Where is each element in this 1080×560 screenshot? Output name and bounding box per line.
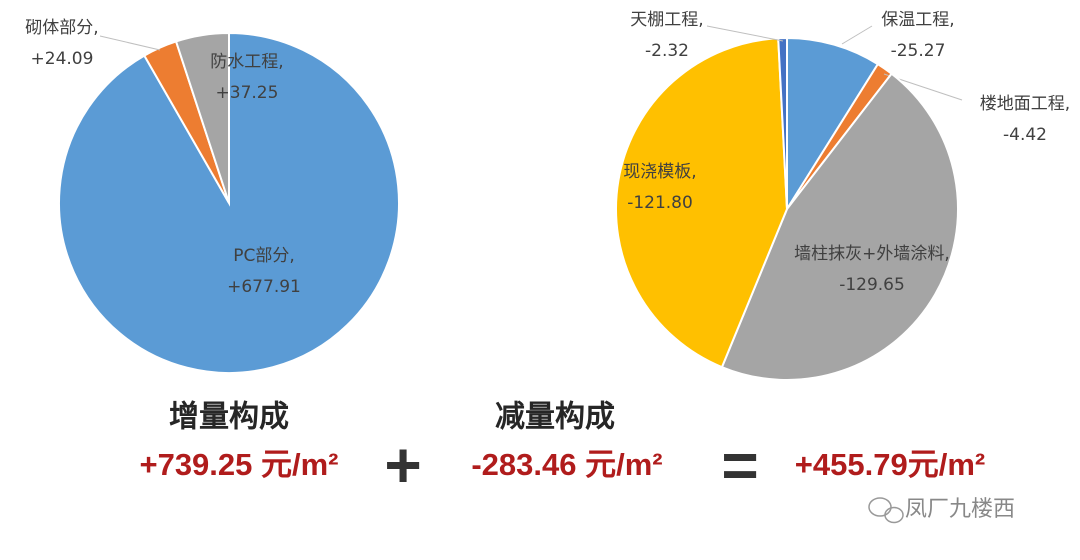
slice-category: 墙柱抹灰+外墙涂料, bbox=[794, 244, 950, 264]
increase-value: +739.25 元/m² bbox=[139, 447, 338, 482]
equals-sign: = bbox=[721, 429, 758, 501]
slice-category: 现浇模板, bbox=[623, 162, 696, 182]
slice-value-label: +24.09 bbox=[31, 49, 94, 69]
slice-value-label: -129.65 bbox=[839, 275, 905, 295]
watermark: 凤厂九楼西 bbox=[905, 497, 1015, 522]
slice-value-label: -4.42 bbox=[1003, 125, 1047, 145]
pie-slice bbox=[786, 36, 880, 213]
pie-slice bbox=[720, 72, 959, 381]
slice-category: 天棚工程, bbox=[630, 10, 703, 30]
slice-value-label: +37.25 bbox=[216, 83, 279, 103]
slice-category: 防水工程, bbox=[210, 52, 283, 72]
increase-title: 增量构成 bbox=[169, 400, 289, 435]
leader-line bbox=[841, 25, 873, 45]
slice-value-label: -25.27 bbox=[891, 41, 946, 61]
pies: PC部分, +677.91 砌体部分, +24.09 防水工程, +37.25 保温工程, -… bbox=[25, 10, 1070, 381]
plus-sign: + bbox=[384, 429, 421, 501]
pie-slice bbox=[615, 37, 789, 369]
watermark-icon bbox=[868, 497, 904, 524]
pie-slice bbox=[777, 36, 788, 210]
slice-value-label: +677.91 bbox=[227, 277, 301, 297]
slice-category: 保温工程, bbox=[881, 10, 954, 30]
leader-line bbox=[99, 35, 161, 51]
slice-value-label: -2.32 bbox=[645, 41, 689, 61]
result-value: +455.79元/m² bbox=[795, 447, 985, 482]
decrease-value: -283.46 元/m² bbox=[471, 447, 662, 482]
leader-line bbox=[706, 25, 784, 42]
decrease-title: 减量构成 bbox=[495, 400, 615, 435]
slice-category: 砌体部分, bbox=[25, 18, 98, 38]
slice-category: 楼地面工程, bbox=[980, 94, 1070, 114]
pie-slice bbox=[174, 31, 230, 204]
slice-category: PC部分, bbox=[233, 246, 295, 266]
slice-value-label: -121.80 bbox=[627, 193, 693, 213]
